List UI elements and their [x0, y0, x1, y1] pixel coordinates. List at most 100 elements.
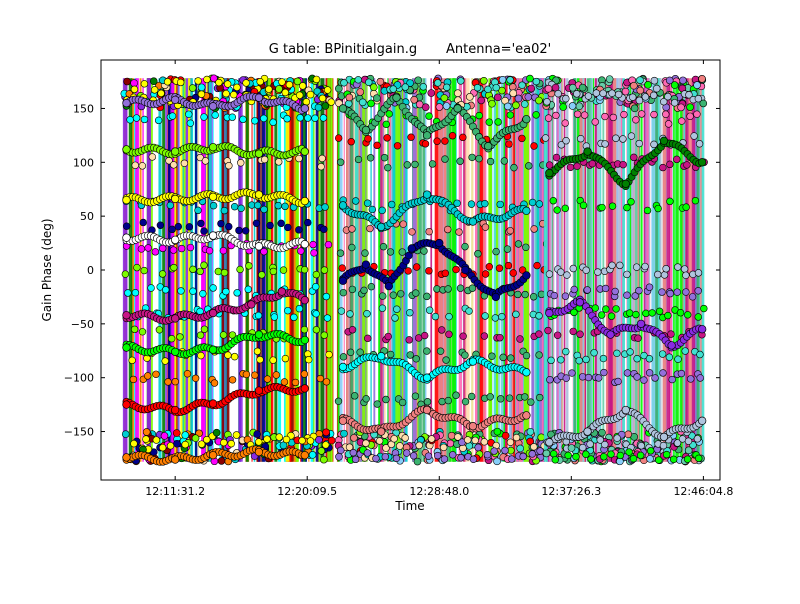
level-marker	[496, 395, 505, 403]
level-marker	[411, 160, 419, 169]
level-marker	[457, 454, 465, 462]
level-marker	[158, 270, 167, 278]
data-point	[208, 345, 218, 354]
wrap-marker	[308, 451, 317, 459]
level-marker	[386, 248, 395, 256]
level-marker	[598, 311, 606, 319]
level-marker	[608, 202, 617, 210]
level-marker	[681, 347, 689, 355]
level-marker	[607, 312, 616, 320]
data-point	[338, 276, 348, 285]
level-marker	[632, 310, 640, 319]
level-marker	[269, 356, 277, 364]
data-point	[300, 240, 309, 249]
level-marker	[349, 448, 357, 457]
level-marker	[471, 436, 479, 445]
level-marker	[337, 446, 345, 455]
level-marker	[467, 392, 476, 401]
level-marker	[564, 451, 572, 460]
wrap-marker	[253, 430, 261, 438]
wrap-marker	[630, 104, 639, 113]
level-marker	[642, 309, 650, 318]
level-marker	[203, 435, 211, 444]
level-marker	[130, 439, 138, 448]
level-marker	[245, 262, 253, 270]
level-marker	[251, 371, 259, 379]
level-marker	[551, 456, 559, 464]
level-marker	[650, 91, 658, 100]
level-marker	[481, 312, 489, 320]
level-marker	[614, 377, 622, 386]
wrap-marker	[644, 81, 652, 89]
level-marker	[197, 440, 206, 448]
level-marker	[200, 325, 209, 333]
level-marker	[378, 304, 387, 312]
wrap-marker	[480, 76, 488, 85]
level-marker	[438, 397, 446, 406]
wrap-marker	[498, 76, 507, 84]
level-marker	[189, 287, 197, 295]
data-point	[361, 125, 371, 135]
wrap-marker	[421, 103, 430, 111]
level-marker	[387, 200, 396, 209]
level-marker	[360, 286, 368, 295]
level-marker	[126, 116, 134, 124]
level-marker	[507, 354, 515, 362]
data-point	[254, 330, 264, 339]
level-marker	[322, 378, 331, 386]
level-marker	[337, 307, 346, 315]
level-marker	[284, 306, 292, 315]
data-point	[254, 242, 264, 251]
level-marker	[506, 76, 514, 84]
wrap-marker	[197, 83, 206, 92]
level-marker	[423, 398, 432, 406]
level-marker	[223, 80, 232, 88]
level-marker	[339, 288, 348, 297]
level-marker	[197, 90, 206, 98]
wrap-marker	[173, 439, 181, 448]
level-marker	[662, 450, 671, 459]
scan-block-2	[541, 74, 708, 466]
level-marker	[694, 94, 703, 103]
level-marker	[623, 291, 631, 299]
level-marker	[655, 456, 663, 464]
data-point	[338, 362, 348, 372]
level-marker	[532, 111, 540, 119]
level-marker	[424, 452, 433, 460]
level-marker	[168, 112, 177, 120]
wrap-marker	[370, 83, 378, 92]
wrap-marker	[568, 102, 577, 110]
level-marker	[140, 115, 149, 124]
level-marker	[654, 270, 662, 279]
wrap-marker	[188, 84, 197, 92]
data-point	[698, 325, 707, 334]
level-marker	[225, 222, 233, 231]
data-point	[621, 179, 630, 188]
wrap-marker	[698, 75, 706, 83]
level-marker	[325, 350, 333, 359]
level-marker	[690, 132, 698, 140]
data-point	[461, 265, 470, 275]
wrap-marker	[327, 436, 336, 445]
wrap-marker	[493, 457, 501, 466]
level-marker	[266, 221, 274, 230]
level-marker	[346, 310, 354, 318]
x-tick-label: 12:11:31.2	[145, 485, 205, 498]
level-marker	[351, 455, 360, 464]
wrap-marker	[568, 83, 577, 92]
y-tick-label: −150	[64, 426, 94, 439]
level-marker	[375, 437, 384, 445]
level-marker	[281, 354, 290, 363]
level-marker	[631, 292, 639, 300]
wrap-marker	[605, 75, 614, 83]
series-13	[545, 405, 707, 448]
wrap-marker	[636, 76, 644, 84]
wrap-marker	[358, 98, 367, 107]
level-marker	[601, 440, 609, 449]
level-marker	[508, 455, 516, 463]
level-marker	[312, 326, 321, 334]
level-marker	[425, 267, 433, 275]
wrap-marker	[350, 434, 358, 442]
level-marker	[566, 163, 575, 172]
